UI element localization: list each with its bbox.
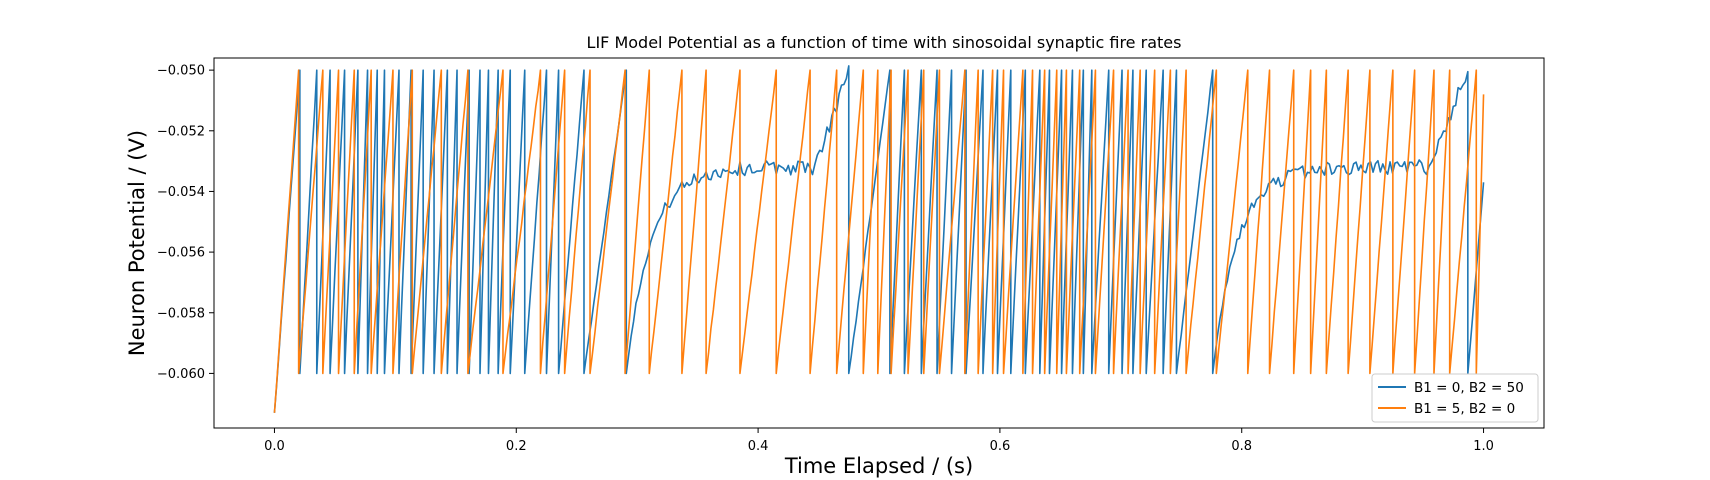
y-tick-label: −0.054	[157, 185, 205, 200]
x-axis-label: Time Elapsed / (s)	[784, 454, 973, 478]
legend-label-series-1: B1 = 0, B2 = 50	[1414, 380, 1524, 396]
y-tick-label: −0.060	[157, 367, 205, 382]
series-line-2	[273, 69, 1485, 413]
series-layer	[273, 65, 1485, 413]
legend-label-series-2: B1 = 5, B2 = 0	[1414, 401, 1515, 417]
x-tick-label: 0.8	[1231, 439, 1252, 454]
y-tick-label: −0.050	[157, 64, 205, 79]
y-axis-label: Neuron Potential / (V)	[125, 130, 149, 356]
x-axis: 0.0 0.2 0.4 0.6 0.8 1.0	[264, 428, 1494, 454]
plot-frame	[213, 57, 1545, 429]
legend: B1 = 0, B2 = 50 B1 = 5, B2 = 0	[1371, 373, 1539, 423]
legend-box	[1371, 373, 1539, 423]
x-tick-label: 0.6	[990, 439, 1011, 454]
x-tick-label: 0.2	[506, 439, 527, 454]
x-tick-label: 0.0	[264, 439, 285, 454]
y-tick-label: −0.056	[157, 246, 205, 261]
chart-title: LIF Model Potential as a function of tim…	[587, 33, 1182, 52]
y-tick-label: −0.058	[157, 306, 205, 321]
y-axis: −0.060 −0.058 −0.056 −0.054 −0.052 −0.050	[157, 64, 214, 382]
series-line-1	[273, 65, 1485, 413]
x-tick-label: 1.0	[1473, 439, 1494, 454]
x-tick-label: 0.4	[748, 439, 769, 454]
y-tick-label: −0.052	[157, 124, 205, 139]
